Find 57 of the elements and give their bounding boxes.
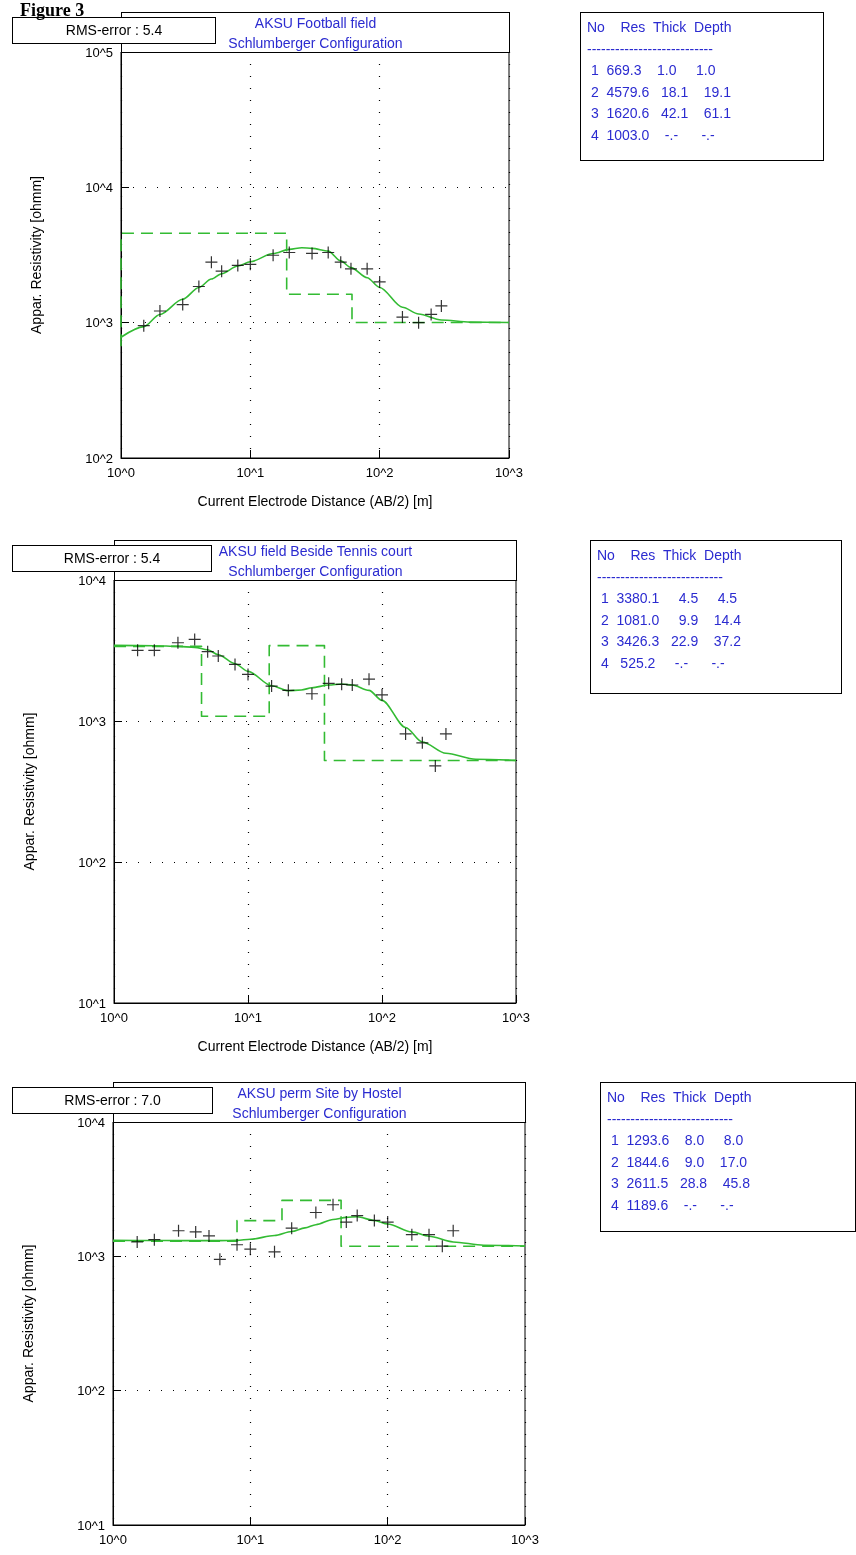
y-tick-label: 10^3 bbox=[78, 713, 106, 729]
x-tick-label: 10^2 bbox=[368, 1010, 396, 1025]
x-tick-label: 10^3 bbox=[502, 1010, 530, 1025]
text: 4 525.2 -.- -.- bbox=[599, 653, 726, 673]
text: 2 1844.6 9.0 17.0 bbox=[609, 1152, 749, 1172]
chart-title: AKSU Football field bbox=[254, 15, 377, 31]
text: No Res Thick Depth bbox=[607, 1088, 753, 1107]
x-tick-label: 10^0 bbox=[99, 1532, 127, 1547]
x-tick-label: 10^2 bbox=[365, 465, 394, 480]
text: RMS-error : 5.4 bbox=[12, 545, 212, 572]
chart-title: AKSU field Beside Tennis court bbox=[218, 543, 413, 559]
x-tick-label: 10^0 bbox=[100, 1010, 128, 1025]
text: No Res Thick Depth bbox=[587, 18, 733, 37]
x-tick-label: 10^3 bbox=[511, 1532, 539, 1547]
text: RMS-error : 7.0 bbox=[12, 1087, 213, 1114]
y-tick-label: 10^4 bbox=[77, 1114, 105, 1130]
text: --------------------------- bbox=[607, 1109, 734, 1129]
chart-subtitle: Schlumberger Configuration bbox=[228, 563, 403, 579]
text: 1 3380.1 4.5 4.5 bbox=[599, 589, 739, 608]
chart-subtitle: Schlumberger Configuration bbox=[232, 1105, 407, 1121]
y-tick-label: 10^4 bbox=[78, 572, 106, 588]
text: 1 1293.6 8.0 8.0 bbox=[609, 1131, 745, 1150]
x-tick-label: 10^0 bbox=[107, 465, 135, 480]
text: No Res Thick Depth bbox=[597, 546, 743, 565]
text: 3 2611.5 28.8 45.8 bbox=[609, 1174, 751, 1193]
x-tick-label: 10^1 bbox=[234, 1010, 262, 1025]
x-tick-label: 10^2 bbox=[373, 1532, 402, 1547]
y-tick-label: 10^2 bbox=[77, 1383, 105, 1399]
text: 3 3426.3 22.9 37.2 bbox=[599, 632, 742, 651]
y-tick-label: 10^3 bbox=[77, 1248, 105, 1264]
x-tick-label: 10^1 bbox=[236, 1532, 265, 1547]
caption: Figure 3 bbox=[20, 0, 85, 21]
y-tick-label: 10^5 bbox=[85, 44, 113, 60]
text: RMS-error : 5.4 bbox=[65, 22, 163, 38]
y-axis-title: Appar. Resistivity [ohmm] bbox=[20, 1244, 36, 1403]
x-tick-label: 10^3 bbox=[495, 465, 523, 480]
text: 4 1189.6 -.- -.- bbox=[609, 1195, 735, 1215]
x-axis-title: Current Electrode Distance (AB/2) [m] bbox=[197, 493, 433, 509]
y-tick-label: 10^4 bbox=[85, 179, 113, 195]
text: --------------------------- bbox=[597, 567, 724, 587]
x-axis-title: Current Electrode Distance (AB/2) [m] bbox=[197, 1038, 433, 1054]
y-tick-label: 10^3 bbox=[85, 315, 113, 331]
chart-title: AKSU perm Site by Hostel bbox=[237, 1085, 402, 1101]
chart-subtitle: Schlumberger Configuration bbox=[228, 35, 403, 51]
text: 2 1081.0 9.9 14.4 bbox=[599, 610, 742, 630]
text: 1 669.3 1.0 1.0 bbox=[589, 61, 717, 80]
y-axis-title: Appar. Resistivity [ohmm] bbox=[28, 176, 44, 334]
y-tick-label: 10^1 bbox=[77, 1517, 105, 1533]
y-tick-label: 10^1 bbox=[78, 995, 106, 1011]
y-axis-title: Appar. Resistivity [ohmm] bbox=[21, 712, 37, 871]
text: 2 4579.6 18.1 19.1 bbox=[589, 82, 732, 102]
x-tick-label: 10^1 bbox=[236, 465, 265, 480]
text: 4 1003.0 -.- -.- bbox=[589, 125, 716, 145]
y-tick-label: 10^2 bbox=[85, 450, 113, 466]
y-tick-label: 10^2 bbox=[78, 854, 106, 870]
text: 3 1620.6 42.1 61.1 bbox=[589, 104, 732, 123]
text: --------------------------- bbox=[587, 39, 714, 59]
